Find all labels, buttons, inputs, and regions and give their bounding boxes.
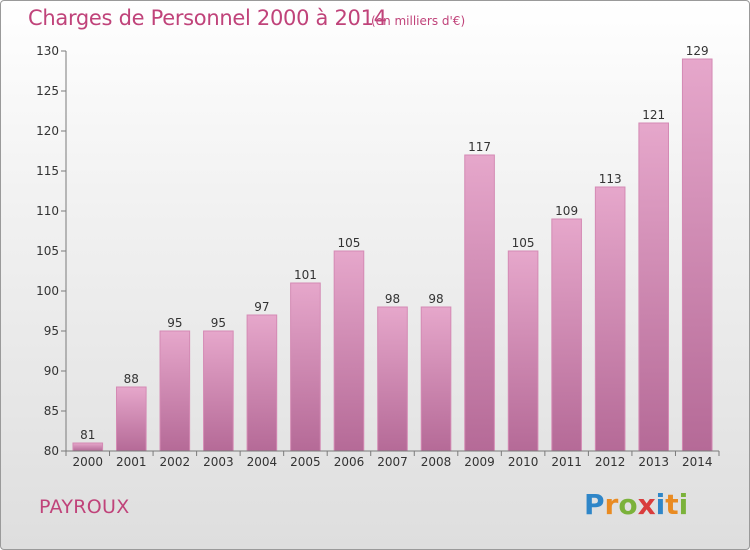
bar-value-label: 81 [80,428,95,442]
x-axis: 2000 2001 2002 2003 2004 2005 2006 2007 2008 2009… [65,450,720,469]
commune-name: PAYROUX [39,496,130,518]
y-tick-label: 85 [44,404,59,418]
y-tick-label: 130 [36,44,59,58]
x-tick-label: 2004 [247,455,278,469]
bar-value-label: 113 [599,172,622,186]
y-tick-label: 120 [36,124,59,138]
y-tick-label: 110 [36,204,59,218]
bar [594,186,626,452]
bar [246,314,278,452]
x-tick-label: 2011 [551,455,582,469]
y-tick-label: 105 [36,244,59,258]
bar-value-label: 95 [211,316,226,330]
y-axis: 80 85 90 95 100 105 110 115 120 125 130 [36,44,67,458]
x-tick-label: 2012 [595,455,626,469]
y-tick-label: 95 [44,324,59,338]
x-tick-label: 2010 [508,455,539,469]
x-tick-label: 2003 [203,455,234,469]
y-tick-label: 115 [36,164,59,178]
chart-title: Charges de Personnel 2000 à 2014 [28,6,387,30]
x-tick-label: 2001 [116,455,147,469]
chart-subtitle: (en milliers d'€) [371,14,466,28]
bar-value-label: 129 [686,44,709,58]
bar-value-label: 97 [254,300,269,314]
bar-value-label: 105 [512,236,535,250]
bar [507,250,539,452]
bar [420,306,452,452]
bar-value-label: 117 [468,140,491,154]
x-tick-label: 2006 [334,455,365,469]
bar [115,386,147,452]
bar-value-label: 109 [555,204,578,218]
bar [681,58,713,452]
bar [203,330,234,452]
x-tick-label: 2007 [377,455,408,469]
bar-value-label: 105 [338,236,361,250]
bar [464,154,495,452]
y-tick-label: 80 [44,444,59,458]
x-tick-label: 2014 [682,455,713,469]
bar [551,218,582,452]
bar [333,250,365,452]
x-tick-label: 2009 [464,455,495,469]
x-tick-label: 2000 [72,455,103,469]
x-tick-label: 2008 [421,455,452,469]
bar-value-label: 88 [124,372,139,386]
x-tick-label: 2002 [160,455,191,469]
bar [72,442,104,452]
y-tick-label: 125 [36,84,59,98]
bar [159,330,191,452]
bars-group: 81 88 95 95 97 101 105 98 98 117 105 109 113 121 129 [72,44,713,452]
x-tick-label: 2013 [638,455,669,469]
y-tick-label: 90 [44,364,59,378]
bar [377,306,408,452]
proxiti-logo[interactable]: Proxiti [584,488,689,521]
bar-value-label: 121 [642,108,665,122]
y-tick-label: 100 [36,284,59,298]
bar-value-label: 101 [294,268,317,282]
bar-value-label: 95 [167,316,182,330]
bar-value-label: 98 [428,292,443,306]
x-tick-label: 2005 [290,455,321,469]
bar-value-label: 98 [385,292,400,306]
bar [290,282,321,452]
bar [638,122,670,452]
